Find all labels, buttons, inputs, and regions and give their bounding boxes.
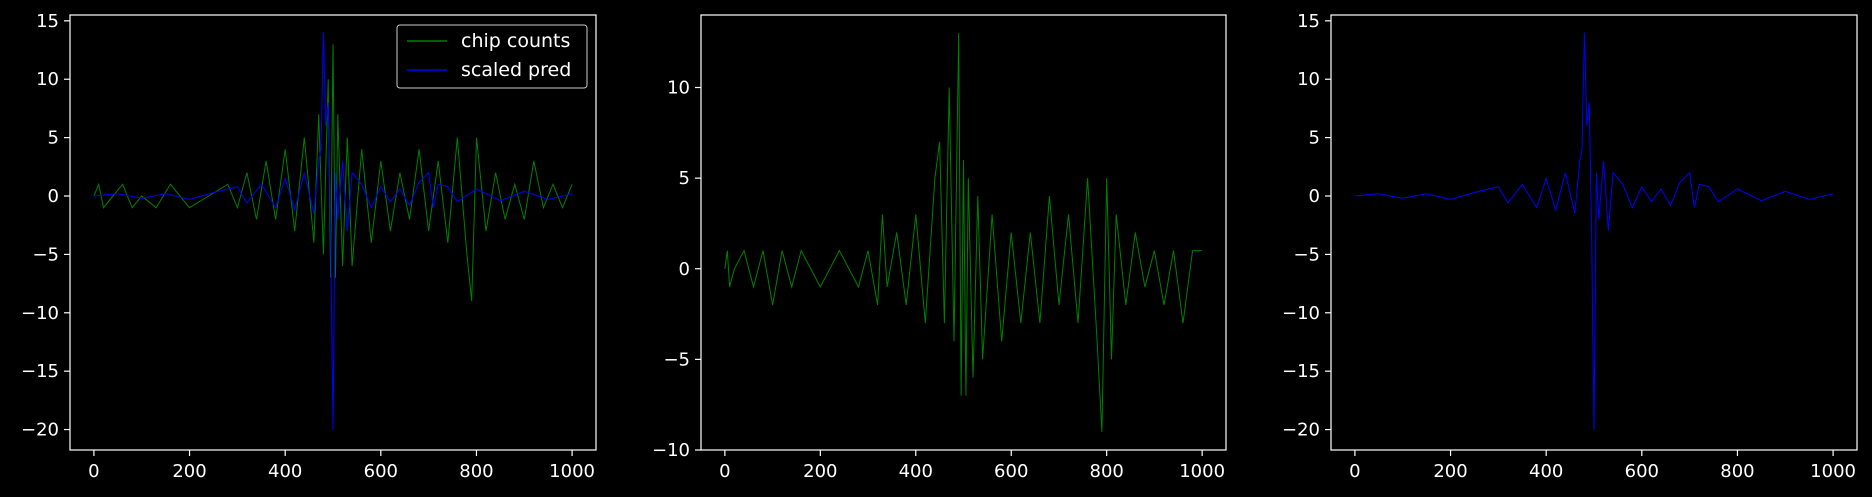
x-tick-label: 800 [459,461,493,482]
legend: chip counts scaled pred [396,24,588,89]
x-tick-label: 600 [994,461,1028,482]
y-tick-label: −5 [663,349,690,370]
x-tick-label: 400 [1529,461,1563,482]
x-tick-label: 200 [1433,461,1467,482]
series-line-1 [724,33,1203,432]
subplot-2-plot-content [724,33,1203,432]
y-tick-label: 0 [679,259,690,280]
subplot-1-frame [69,14,597,451]
subplot-1: 0 200 400 600 800 1000 −20 −15 −10 −5 0 5 10 15 chip … [21,11,597,482]
y-tick-label: −15 [1282,361,1320,382]
x-tick-label: 600 [364,461,398,482]
y-tick-label: 10 [667,78,690,99]
x-tick-label: 0 [719,461,730,482]
subplot-2-frame [700,14,1227,451]
x-tick-label: 1000 [549,461,595,482]
subplot-3-plot-content [1354,32,1834,430]
series-line-2 [93,32,573,430]
legend-label-scaled-pred: scaled pred [461,59,571,81]
subplot-3-ticks: 0 200 400 600 800 1000 −20 −15 −10 −5 0 5 10 15 [1282,11,1856,482]
subplot-1-ticks: 0 200 400 600 800 1000 −20 −15 −10 −5 0 5 10 15 [21,11,595,482]
x-tick-label: 200 [803,461,837,482]
x-tick-label: 800 [1090,461,1124,482]
y-tick-label: −20 [21,420,59,441]
legend-label-chip-counts: chip counts [461,30,570,52]
series-line-1 [93,44,573,302]
y-tick-label: 0 [48,186,59,207]
series-line-1 [1354,32,1834,430]
y-tick-label: −10 [21,303,59,324]
y-tick-label: 10 [36,69,59,90]
y-tick-label: 10 [1297,69,1320,90]
x-tick-label: 400 [899,461,933,482]
y-tick-label: 5 [1309,128,1320,149]
y-tick-label: 15 [36,11,59,32]
subplot-1-plot-content [93,32,573,430]
x-tick-label: 1000 [1179,461,1225,482]
y-tick-label: −5 [32,244,59,265]
x-tick-label: 1000 [1810,461,1856,482]
x-tick-label: 600 [1625,461,1659,482]
y-tick-label: −20 [1282,420,1320,441]
x-tick-label: 0 [1349,461,1360,482]
y-tick-label: 0 [1309,186,1320,207]
x-tick-label: 400 [268,461,302,482]
subplot-3-frame [1330,14,1858,451]
x-tick-label: 200 [172,461,206,482]
x-tick-label: 0 [88,461,99,482]
y-tick-label: 5 [679,168,690,189]
y-tick-label: −5 [1293,244,1320,265]
subplot-3: 0 200 400 600 800 1000 −20 −15 −10 −5 0 5 10 15 [1282,11,1858,482]
y-tick-label: −10 [652,440,690,461]
subplot-2: 0 200 400 600 800 1000 −10 −5 0 5 10 [652,14,1227,483]
y-tick-label: 15 [1297,11,1320,32]
y-tick-label: −10 [1282,303,1320,324]
y-tick-label: −15 [21,361,59,382]
x-tick-label: 800 [1720,461,1754,482]
subplot-2-ticks: 0 200 400 600 800 1000 −10 −5 0 5 10 [652,78,1225,483]
y-tick-label: 5 [48,128,59,149]
